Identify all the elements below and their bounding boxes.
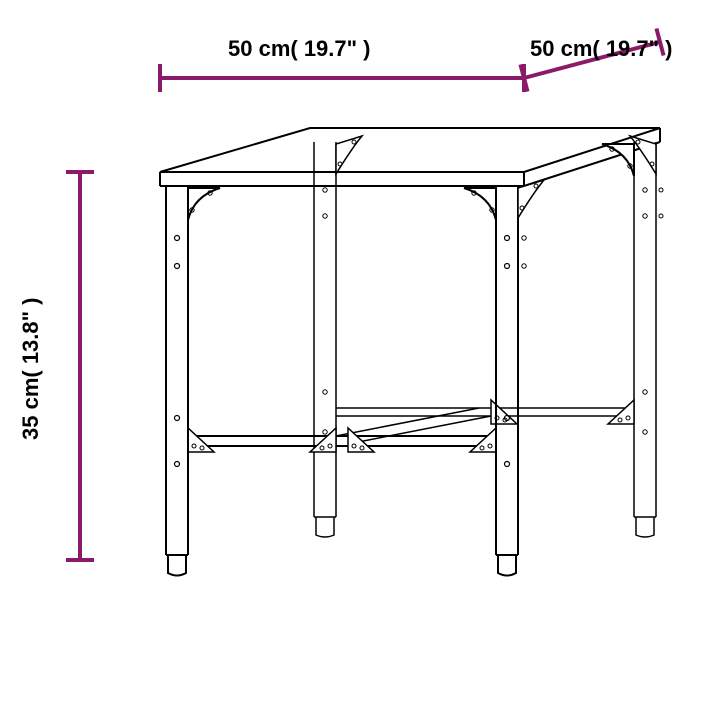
- depth-label: 50 cm( 19.7" ): [530, 36, 673, 62]
- width-label: 50 cm( 19.7" ): [228, 36, 371, 62]
- height-label: 35 cm( 13.8" ): [18, 297, 44, 440]
